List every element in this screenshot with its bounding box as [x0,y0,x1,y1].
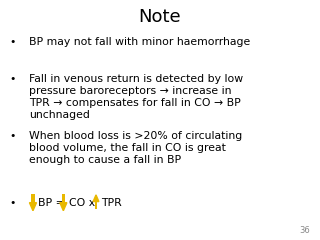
Bar [62,194,65,203]
Text: TPR: TPR [101,198,122,208]
Bar [31,194,35,203]
Polygon shape [93,195,99,202]
Text: •: • [10,74,16,84]
Text: BP may not fall with minor haemorrhage: BP may not fall with minor haemorrhage [29,37,250,47]
Text: •: • [10,37,16,47]
Text: BP =: BP = [38,198,69,208]
Polygon shape [60,203,67,211]
Polygon shape [29,203,36,211]
Bar [95,202,97,209]
Text: Note: Note [139,8,181,26]
Text: Fall in venous return is detected by low
pressure baroreceptors → increase in
TP: Fall in venous return is detected by low… [29,74,243,120]
Text: •: • [10,198,16,208]
Text: 36: 36 [300,226,310,235]
Text: •: • [10,131,16,141]
Text: When blood loss is >20% of circulating
blood volume, the fall in CO is great
eno: When blood loss is >20% of circulating b… [29,131,242,165]
Text: CO x: CO x [69,198,99,208]
